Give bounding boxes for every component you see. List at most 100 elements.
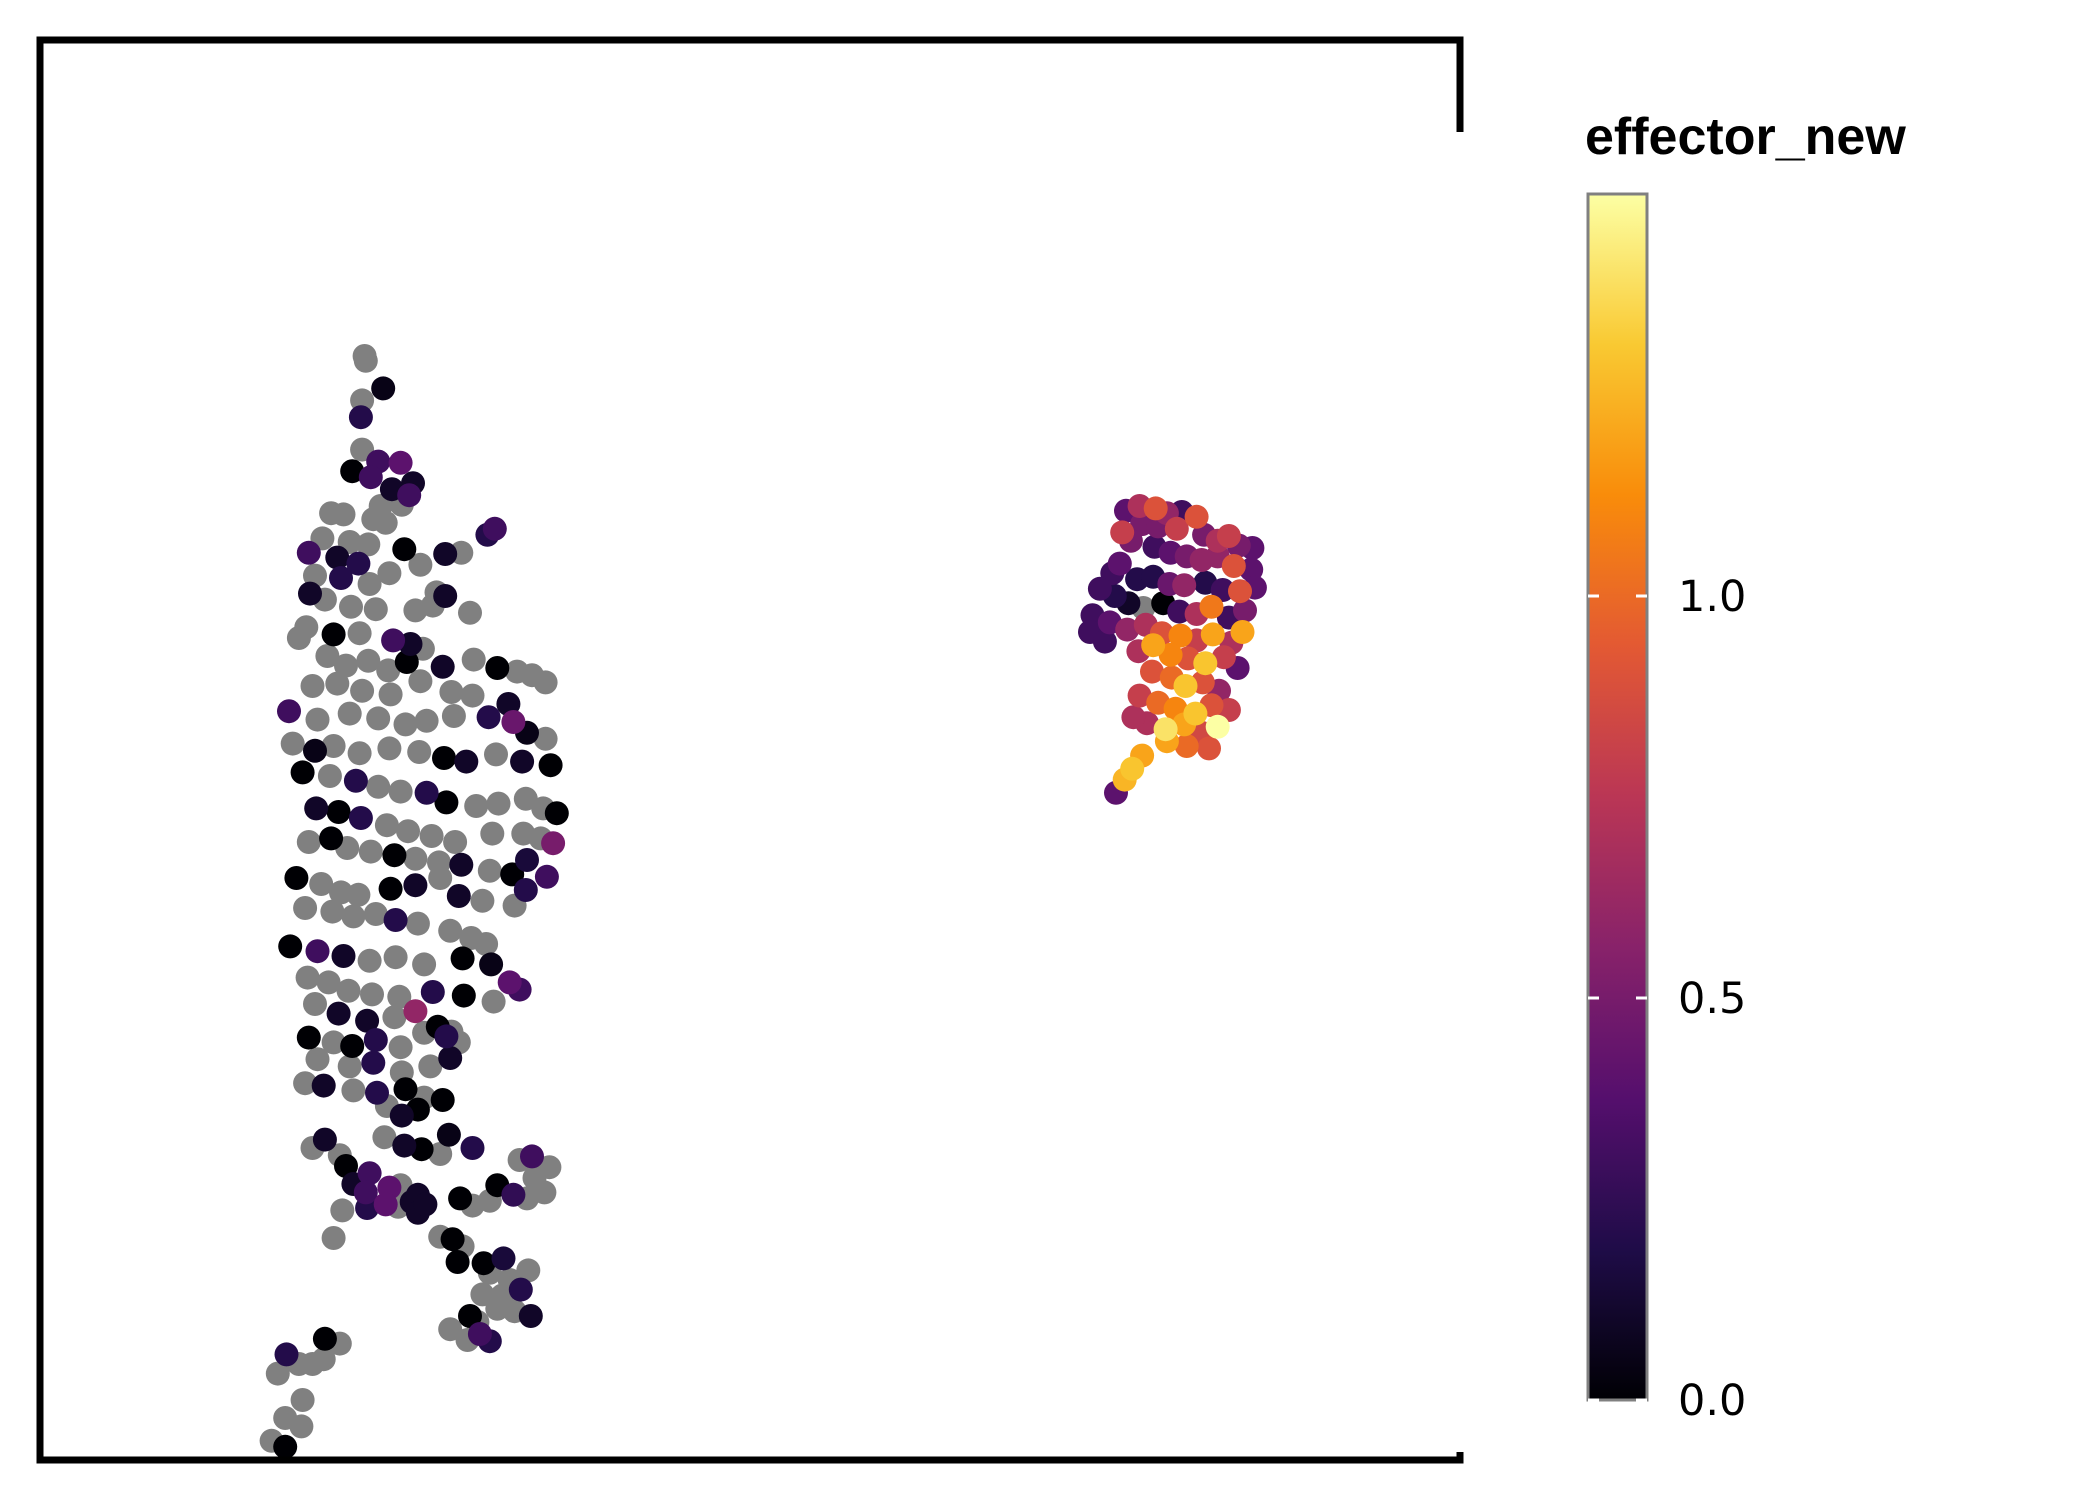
- data-point: [446, 884, 471, 908]
- data-point: [418, 1054, 443, 1079]
- data-point: [520, 1144, 544, 1169]
- colorbar-tick-label: 0.0: [1678, 1376, 1746, 1426]
- data-point: [537, 1155, 562, 1180]
- data-point: [407, 740, 432, 764]
- data-point: [321, 1030, 346, 1055]
- data-point: [1127, 683, 1152, 708]
- data-point: [373, 1192, 398, 1217]
- data-point: [432, 746, 456, 770]
- data-point: [377, 561, 402, 586]
- data-point: [356, 532, 381, 557]
- data-point: [497, 970, 522, 995]
- data-point: [433, 542, 458, 566]
- data-point: [383, 945, 408, 970]
- data-point: [508, 1277, 533, 1302]
- plot-frame: [36, 36, 1464, 1464]
- data-point: [408, 552, 433, 577]
- data-point: [392, 537, 417, 562]
- data-point: [403, 873, 428, 898]
- data-point: [305, 1047, 330, 1072]
- data-point: [436, 1122, 461, 1147]
- data-point: [450, 946, 475, 971]
- data-point: [461, 647, 486, 672]
- data-point: [1200, 622, 1225, 647]
- data-point: [331, 502, 356, 527]
- colorbar-tick-label: 1.0: [1678, 572, 1746, 622]
- data-point: [317, 764, 342, 788]
- data-point: [295, 965, 320, 990]
- data-point: [305, 939, 330, 964]
- data-point: [1228, 579, 1252, 604]
- data-point: [378, 682, 403, 707]
- data-point: [441, 704, 466, 728]
- data-point: [464, 794, 489, 818]
- data-point: [445, 1250, 470, 1274]
- data-point: [448, 1186, 473, 1211]
- data-point: [293, 1071, 318, 1096]
- data-point: [454, 749, 479, 774]
- data-point: [518, 1304, 543, 1328]
- data-point: [296, 540, 321, 565]
- data-point: [428, 866, 453, 890]
- data-point: [298, 581, 322, 606]
- data-point: [476, 705, 501, 730]
- colorbar: [1586, 192, 1649, 1402]
- data-point: [289, 1414, 314, 1439]
- scatter-points: [259, 344, 1267, 1459]
- data-point: [1230, 620, 1255, 644]
- data-point: [309, 872, 334, 896]
- data-point: [348, 806, 373, 830]
- data-point: [277, 699, 301, 724]
- data-point: [305, 707, 330, 732]
- data-point: [477, 858, 502, 883]
- data-point: [363, 902, 388, 926]
- data-point: [341, 904, 366, 929]
- data-point: [331, 944, 356, 968]
- data-point: [1168, 623, 1193, 648]
- data-point: [467, 1322, 492, 1346]
- data-point: [1172, 573, 1197, 598]
- data-point: [325, 671, 350, 696]
- data-point: [388, 1035, 413, 1060]
- data-point: [388, 779, 413, 804]
- data-point: [541, 831, 566, 856]
- data-point: [513, 878, 538, 902]
- data-point: [1193, 651, 1218, 676]
- data-point: [372, 1125, 397, 1150]
- data-point: [501, 1182, 526, 1207]
- data-point: [482, 516, 507, 541]
- data-point: [403, 999, 428, 1024]
- data-point: [353, 1180, 378, 1205]
- data-point: [363, 1028, 388, 1052]
- data-point: [337, 1054, 362, 1079]
- data-point: [1140, 659, 1164, 684]
- data-point: [403, 846, 428, 871]
- data-point: [470, 888, 495, 913]
- data-point: [397, 483, 422, 508]
- data-point: [470, 1282, 495, 1307]
- colorbar-ticks: 0.0 0.5 1.0: [1588, 572, 1746, 1426]
- data-point: [420, 980, 445, 1004]
- data-point: [353, 348, 378, 373]
- data-point: [336, 978, 361, 1003]
- data-point: [358, 465, 383, 490]
- data-point: [1143, 496, 1168, 521]
- data-point: [393, 712, 418, 737]
- data-point: [355, 1008, 380, 1033]
- data-point: [321, 1226, 346, 1250]
- data-point: [274, 1342, 299, 1367]
- data-point: [405, 911, 430, 936]
- data-point: [1153, 717, 1178, 742]
- data-point: [1205, 714, 1230, 739]
- data-point: [357, 572, 382, 596]
- data-point: [479, 952, 504, 977]
- data-point: [408, 669, 433, 694]
- data-point: [451, 983, 476, 1008]
- data-point: [434, 790, 459, 815]
- data-point: [357, 1161, 382, 1186]
- data-point: [290, 1388, 315, 1412]
- data-point: [296, 1025, 321, 1050]
- data-point: [449, 852, 474, 877]
- data-point: [538, 753, 563, 778]
- data-point: [534, 864, 559, 889]
